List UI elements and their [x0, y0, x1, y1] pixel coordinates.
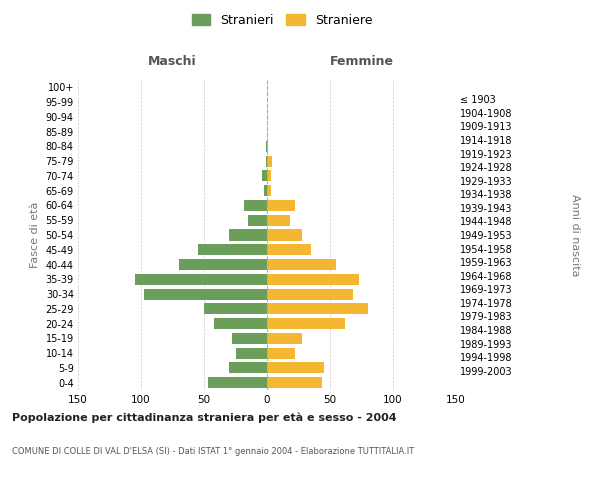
Bar: [229, 230, 267, 240]
Bar: [232, 333, 267, 344]
Bar: [267, 377, 322, 388]
Bar: [204, 304, 267, 314]
Bar: [267, 333, 302, 344]
Bar: [229, 362, 267, 374]
Bar: [267, 318, 345, 329]
Bar: [267, 230, 302, 240]
Bar: [267, 288, 353, 300]
Y-axis label: Anni di nascita: Anni di nascita: [569, 194, 580, 276]
Bar: [208, 377, 267, 388]
Text: Femmine: Femmine: [329, 55, 394, 68]
Bar: [267, 185, 271, 196]
Bar: [244, 200, 267, 211]
Bar: [267, 170, 271, 181]
Bar: [179, 259, 267, 270]
Legend: Stranieri, Straniere: Stranieri, Straniere: [187, 8, 377, 32]
Bar: [267, 156, 272, 166]
Y-axis label: Fasce di età: Fasce di età: [30, 202, 40, 268]
Bar: [267, 362, 324, 374]
Text: Popolazione per cittadinanza straniera per età e sesso - 2004: Popolazione per cittadinanza straniera p…: [12, 412, 397, 423]
Bar: [267, 214, 290, 226]
Bar: [267, 304, 368, 314]
Bar: [143, 288, 267, 300]
Text: Maschi: Maschi: [148, 55, 197, 68]
Bar: [262, 170, 267, 181]
Bar: [267, 141, 268, 152]
Bar: [267, 348, 295, 358]
Bar: [248, 214, 267, 226]
Bar: [235, 348, 267, 358]
Bar: [267, 274, 359, 285]
Bar: [266, 156, 267, 166]
Bar: [266, 141, 267, 152]
Bar: [267, 259, 337, 270]
Bar: [265, 185, 267, 196]
Bar: [198, 244, 267, 256]
Bar: [214, 318, 267, 329]
Text: COMUNE DI COLLE DI VAL D'ELSA (SI) - Dati ISTAT 1° gennaio 2004 - Elaborazione T: COMUNE DI COLLE DI VAL D'ELSA (SI) - Dat…: [12, 448, 414, 456]
Bar: [134, 274, 267, 285]
Bar: [267, 200, 295, 211]
Bar: [267, 244, 311, 256]
